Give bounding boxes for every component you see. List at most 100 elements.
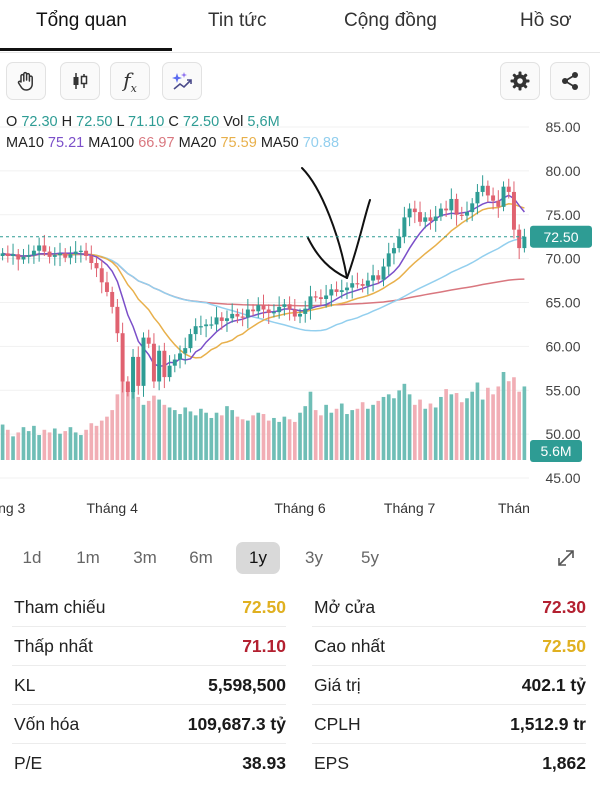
candle-body bbox=[308, 296, 313, 309]
candle-body bbox=[418, 212, 423, 222]
ma20-value: 75.59 bbox=[220, 135, 257, 151]
candle-body bbox=[449, 198, 454, 211]
volume-bar bbox=[146, 400, 151, 460]
candle-body bbox=[89, 255, 94, 264]
volume-bar bbox=[172, 410, 177, 460]
ai-analysis-button[interactable] bbox=[162, 62, 202, 100]
candle-body bbox=[282, 304, 287, 307]
candle-body bbox=[157, 350, 162, 382]
candle-body bbox=[318, 297, 323, 299]
candle-body bbox=[110, 291, 115, 307]
indicator-button[interactable]: fx bbox=[110, 62, 150, 100]
volume-bar bbox=[188, 411, 193, 460]
ma20-line bbox=[2, 203, 525, 359]
low-label: L bbox=[116, 114, 125, 130]
candle-body bbox=[0, 253, 5, 256]
volume-bar bbox=[42, 429, 47, 460]
volume-bar bbox=[251, 415, 255, 460]
price-chart[interactable]: 85.00 80.00 75.00 70.00 65.00 60.00 55.00 50.00… bbox=[0, 108, 600, 528]
x-tick-label: Thán bbox=[498, 500, 530, 516]
row-divider bbox=[312, 743, 586, 744]
period-1d[interactable]: 1d bbox=[22, 548, 42, 567]
candle-body bbox=[350, 283, 355, 288]
stat-value: 402.1 tỷ bbox=[521, 675, 586, 695]
y-tick-label: 45.00 bbox=[545, 470, 580, 486]
candle-body bbox=[324, 295, 329, 299]
chart-legend: O 72.30 H 72.50 L 71.10 C 72.50 Vol 5,6M… bbox=[6, 112, 339, 154]
row-divider bbox=[312, 704, 586, 705]
period-3y[interactable]: 3y bbox=[305, 548, 323, 567]
volume-bar bbox=[0, 424, 5, 460]
candle-body bbox=[58, 253, 62, 256]
volume-bar bbox=[105, 416, 109, 460]
candle-body bbox=[511, 191, 516, 230]
candle-body bbox=[256, 305, 261, 312]
y-tick-label: 85.00 bbox=[545, 119, 580, 135]
candle-body bbox=[470, 203, 475, 213]
candle-body bbox=[423, 217, 428, 222]
arrow-annotation bbox=[346, 199, 371, 279]
candle-body bbox=[151, 343, 156, 382]
ma10-line bbox=[2, 194, 525, 367]
candle-body bbox=[204, 324, 209, 327]
period-1m[interactable]: 1m bbox=[76, 548, 100, 567]
high-value: 72.50 bbox=[76, 114, 113, 130]
candle-body bbox=[99, 268, 104, 283]
volume-bar bbox=[501, 372, 506, 460]
volume-bar bbox=[418, 399, 422, 460]
candle-body bbox=[183, 348, 188, 354]
candle-body bbox=[73, 251, 78, 255]
volume-bar bbox=[204, 412, 208, 460]
stat-label: EPS bbox=[314, 753, 350, 773]
candle-body bbox=[292, 309, 297, 317]
x-tick-label: Tháng 7 bbox=[384, 500, 436, 516]
hand-tool-button[interactable] bbox=[6, 62, 46, 100]
volume-bar bbox=[319, 415, 323, 460]
volume-value: 5,6M bbox=[247, 114, 280, 130]
candle-body bbox=[37, 245, 42, 251]
volume-bar bbox=[246, 420, 250, 460]
period-5y[interactable]: 5y bbox=[361, 548, 379, 567]
volume-bar bbox=[303, 406, 308, 460]
volume-bar bbox=[58, 433, 62, 460]
fullscreen-button[interactable] bbox=[554, 546, 578, 570]
candle-body bbox=[235, 313, 240, 317]
candle-body bbox=[522, 236, 527, 249]
candle-body bbox=[391, 248, 396, 254]
candle-body bbox=[131, 356, 136, 393]
volume-bar bbox=[517, 391, 521, 460]
volume-bar bbox=[512, 377, 516, 460]
volume-bar bbox=[444, 389, 448, 460]
volume-bar bbox=[428, 403, 433, 460]
tab-overview[interactable]: Tổng quan bbox=[36, 10, 127, 31]
volume-bar bbox=[32, 425, 36, 460]
volume-bar bbox=[355, 408, 360, 460]
volume-bar bbox=[459, 402, 464, 460]
period-3m[interactable]: 3m bbox=[133, 548, 157, 567]
period-6m[interactable]: 6m bbox=[189, 548, 213, 567]
settings-button[interactable] bbox=[500, 62, 540, 100]
volume-bar bbox=[16, 432, 21, 460]
volume-bar bbox=[449, 394, 454, 460]
volume-bar bbox=[376, 400, 381, 460]
volume-bar bbox=[68, 427, 73, 460]
volume-bar bbox=[126, 386, 130, 460]
candle-body bbox=[209, 324, 214, 326]
stat-label: CPLH bbox=[314, 714, 361, 734]
stat-label: Vốn hóa bbox=[14, 714, 80, 734]
stat-value: 72.50 bbox=[242, 597, 286, 617]
candle-type-button[interactable] bbox=[60, 62, 100, 100]
tab-profile[interactable]: Hồ sơ bbox=[520, 10, 572, 31]
tab-community[interactable]: Cộng đồng bbox=[344, 10, 437, 31]
volume-bar bbox=[214, 412, 219, 460]
tab-news[interactable]: Tin tức bbox=[208, 10, 267, 31]
candle-body bbox=[376, 275, 381, 280]
candle-body bbox=[298, 313, 303, 317]
stats-row: Vốn hóa 109,687.3 tỷ CPLH 1,512.9 tr bbox=[0, 705, 600, 744]
candle-body bbox=[480, 185, 485, 192]
stat-label: Cao nhất bbox=[314, 636, 386, 656]
expand-icon bbox=[558, 550, 574, 566]
share-button[interactable] bbox=[550, 62, 590, 100]
period-1y[interactable]: 1y bbox=[236, 542, 280, 574]
volume-bar bbox=[433, 407, 438, 460]
